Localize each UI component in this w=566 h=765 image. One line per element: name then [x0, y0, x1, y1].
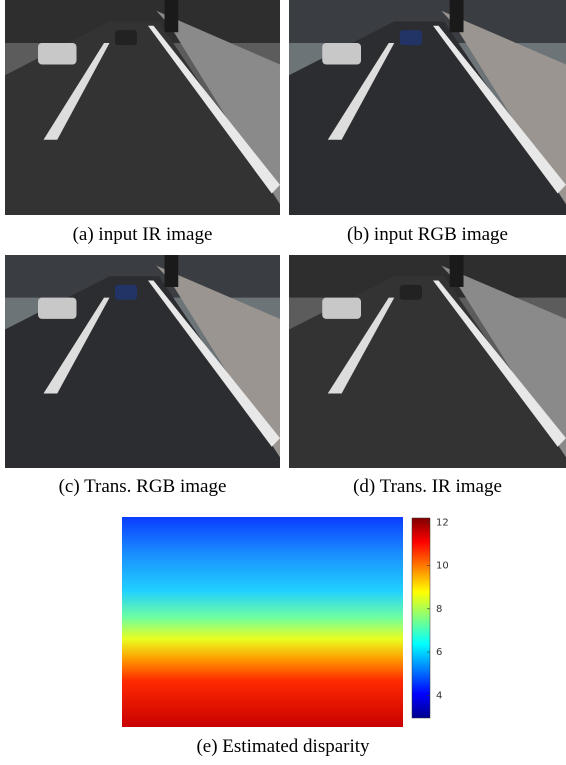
car [322, 298, 361, 319]
tick-label: 12 [436, 517, 449, 528]
car [400, 285, 422, 300]
tick-label: 6 [436, 647, 442, 658]
tick-label: 10 [436, 561, 449, 572]
tick-label: 8 [436, 604, 442, 615]
car [115, 30, 137, 45]
caption: (a) input IR image [73, 224, 213, 245]
pillar [165, 0, 179, 32]
caption: (c) Trans. RGB image [59, 476, 227, 497]
car [38, 43, 77, 65]
caption: (e) Estimated disparity [196, 736, 370, 757]
photo [289, 255, 566, 468]
car [400, 30, 422, 45]
caption: (d) Trans. IR image [353, 476, 502, 497]
disparity-map [122, 517, 403, 727]
car [322, 43, 361, 65]
car [115, 285, 137, 300]
pillar [450, 255, 464, 287]
colorbar [412, 518, 430, 718]
figure: (a) input IR image (b) input RGB image (c)… [0, 0, 566, 765]
car [38, 298, 77, 319]
photo [289, 0, 566, 215]
photo [5, 255, 280, 468]
tick-label: 4 [436, 690, 442, 701]
caption: (b) input RGB image [347, 224, 508, 245]
pillar [165, 255, 179, 287]
pillar [450, 0, 464, 32]
photo [5, 0, 280, 215]
